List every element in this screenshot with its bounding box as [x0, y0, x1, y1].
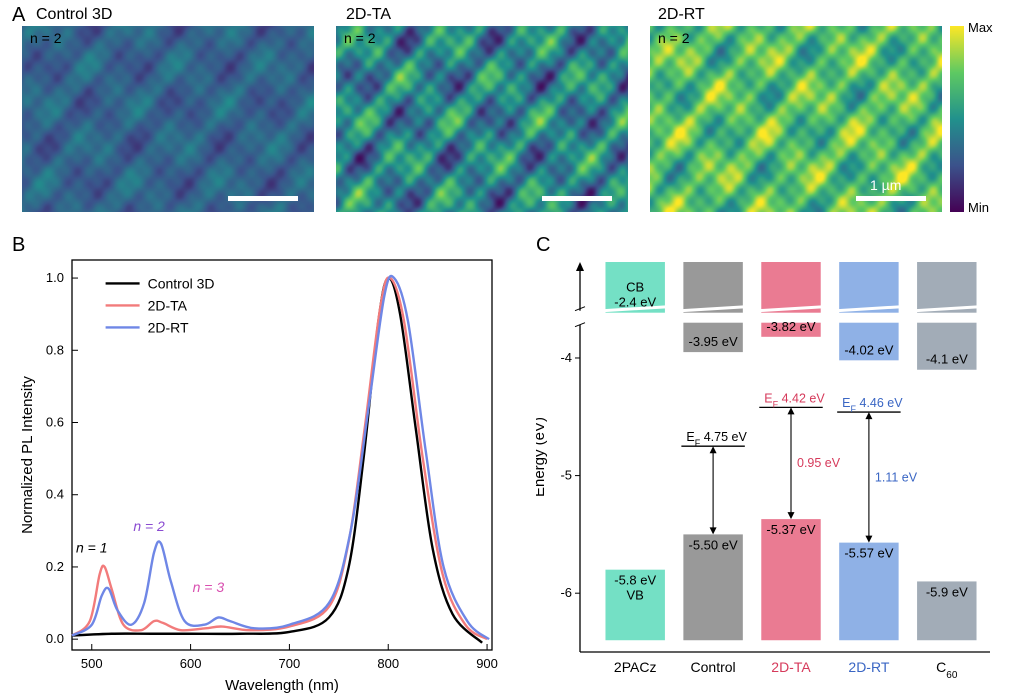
svg-text:0.6: 0.6 — [46, 415, 64, 430]
panel-a-label: A — [12, 4, 25, 27]
svg-text:0.4: 0.4 — [46, 487, 64, 502]
micro-2dta — [336, 26, 628, 212]
svg-text:-4: -4 — [560, 350, 572, 365]
svg-text:900: 900 — [476, 656, 498, 671]
svg-text:600: 600 — [180, 656, 202, 671]
svg-text:n = 1: n = 1 — [76, 540, 108, 556]
svg-text:800: 800 — [377, 656, 399, 671]
svg-text:2D-TA: 2D-TA — [148, 297, 188, 313]
svg-text:C60: C60 — [936, 659, 958, 681]
colorbar — [950, 26, 964, 212]
svg-text:EF 4.42 eV: EF 4.42 eV — [764, 391, 825, 409]
svg-text:Control 3D: Control 3D — [148, 275, 215, 291]
svg-text:-5.37 eV: -5.37 eV — [766, 522, 815, 537]
svg-text:VB: VB — [627, 588, 644, 603]
panel-b-chart: 500 600 700 800 900 0.0 0.2 0.4 0.6 0.8 1.0 Wavelen… — [16, 254, 498, 698]
svg-text:Energy (eV): Energy (eV) — [536, 417, 548, 497]
colorbar-min: Min — [968, 200, 989, 215]
svg-text:-5.9 eV: -5.9 eV — [926, 584, 968, 599]
nlabel-1: n = 2 — [344, 30, 376, 46]
svg-text:0.0: 0.0 — [46, 631, 64, 646]
micro-control3d — [22, 26, 314, 212]
svg-text:-4.1 eV: -4.1 eV — [926, 352, 968, 367]
nlabel-0: n = 2 — [30, 30, 62, 46]
title-2drt: 2D-RT — [658, 6, 705, 24]
svg-text:-3.95 eV: -3.95 eV — [689, 334, 738, 349]
svg-text:1.11 eV: 1.11 eV — [875, 470, 918, 484]
svg-text:0.95 eV: 0.95 eV — [797, 456, 841, 470]
svg-text:-6: -6 — [560, 585, 572, 600]
svg-text:-5.57 eV: -5.57 eV — [844, 546, 893, 561]
scalebar-1 — [542, 196, 612, 201]
micro-canvas-0 — [22, 26, 314, 212]
svg-text:CB: CB — [626, 280, 644, 295]
panel-c-label: C — [536, 234, 550, 257]
scaletext-2: 1 µm — [870, 177, 901, 193]
colorbar-max: Max — [968, 20, 993, 35]
svg-text:0.8: 0.8 — [46, 342, 64, 357]
svg-text:EF 4.46 eV: EF 4.46 eV — [842, 396, 903, 414]
title-2dta: 2D-TA — [346, 6, 391, 24]
svg-text:Wavelength (nm): Wavelength (nm) — [225, 677, 339, 694]
nlabel-2: n = 2 — [658, 30, 690, 46]
svg-text:2D-RT: 2D-RT — [848, 659, 889, 675]
svg-text:-4.02 eV: -4.02 eV — [844, 342, 893, 357]
scalebar-2 — [856, 196, 926, 201]
svg-text:n = 3: n = 3 — [193, 579, 225, 595]
svg-text:-5.50 eV: -5.50 eV — [689, 537, 738, 552]
title-control3d: Control 3D — [36, 6, 112, 24]
svg-text:-3.82 eV: -3.82 eV — [766, 319, 815, 334]
svg-text:2D-RT: 2D-RT — [148, 319, 189, 335]
svg-text:n = 2: n = 2 — [133, 518, 165, 534]
svg-text:-5.8 eV: -5.8 eV — [614, 573, 656, 588]
svg-text:1.0: 1.0 — [46, 270, 64, 285]
svg-text:-5: -5 — [560, 468, 572, 483]
svg-text:2PACz: 2PACz — [614, 659, 657, 675]
svg-text:Normalized PL Intensity: Normalized PL Intensity — [19, 376, 36, 534]
svg-text:500: 500 — [81, 656, 103, 671]
svg-text:700: 700 — [279, 656, 301, 671]
scalebar-0 — [228, 196, 298, 201]
svg-text:-2.4 eV: -2.4 eV — [614, 295, 656, 310]
panel-c-diagram: -4 -5 -6 Energy (eV) CB-2.4 eV -5.8 eVVB 2PACz… — [536, 258, 994, 682]
svg-text:0.2: 0.2 — [46, 559, 64, 574]
svg-text:EF 4.75 eV: EF 4.75 eV — [686, 430, 747, 448]
svg-text:2D-TA: 2D-TA — [771, 659, 811, 675]
svg-text:Control: Control — [691, 659, 736, 675]
micro-canvas-1 — [336, 26, 628, 212]
